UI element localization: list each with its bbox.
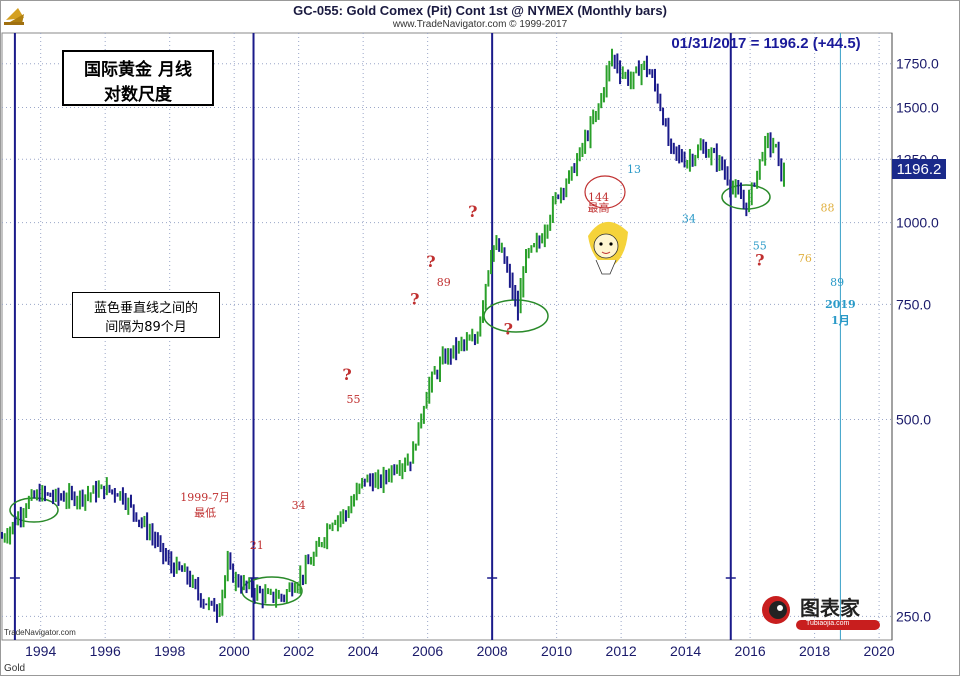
question-mark: ? bbox=[342, 365, 351, 384]
question-mark: ? bbox=[410, 289, 419, 308]
y-tick-label: 500.0 bbox=[896, 411, 931, 427]
cycle-label: 1999-7月 bbox=[180, 491, 230, 504]
last-price-text: 1196.2 bbox=[897, 161, 942, 178]
cycle-label: 34 bbox=[292, 499, 306, 512]
cycle-label: 88 bbox=[821, 202, 835, 215]
cycle-label: 最高 bbox=[588, 201, 610, 215]
cycle-label: 1月 bbox=[831, 314, 850, 327]
tubiaojia-logo: 图表家 Tubiaojia.com bbox=[758, 592, 888, 632]
y-tick-label: 750.0 bbox=[896, 296, 931, 312]
x-tick-label: 1994 bbox=[25, 643, 56, 659]
x-tick-label: 2006 bbox=[412, 643, 443, 659]
cycle-label: 34 bbox=[682, 213, 696, 226]
x-tick-label: 2020 bbox=[864, 643, 895, 659]
x-tick-label: 2000 bbox=[219, 643, 250, 659]
x-tick-label: 2012 bbox=[606, 643, 637, 659]
main-title-box: 国际黄金 月线 对数尺度 bbox=[62, 50, 214, 106]
note-line1: 蓝色垂直线之间的 bbox=[93, 301, 198, 316]
question-mark: ? bbox=[426, 252, 435, 271]
y-tick-label: 1750.0 bbox=[896, 56, 939, 72]
main-title-line2: 对数尺度 bbox=[104, 85, 172, 105]
note-box: 蓝色垂直线之间的 间隔为89个月 bbox=[72, 292, 220, 338]
cycle-label: 13 bbox=[627, 163, 641, 176]
symbol-label: Gold bbox=[4, 663, 25, 674]
question-mark: ? bbox=[468, 202, 477, 221]
x-tick-label: 2016 bbox=[735, 643, 766, 659]
main-title-line1: 国际黄金 月线 bbox=[84, 60, 192, 80]
axis-labels: 1994 1996 1998 2000 2002 2004 2006 2008 2010 2012… bbox=[25, 56, 939, 659]
x-tick-label: 1996 bbox=[90, 643, 121, 659]
x-tick-label: 2014 bbox=[670, 643, 701, 659]
chart-title: GC-055: Gold Comex (Pit) Cont 1st @ NYME… bbox=[293, 3, 667, 18]
x-tick-label: 1998 bbox=[154, 643, 185, 659]
chart-credit: www.TradeNavigator.com © 1999-2017 bbox=[392, 19, 568, 30]
x-tick-label: 2002 bbox=[283, 643, 314, 659]
cartoon-face-icon bbox=[588, 221, 628, 275]
logo-text: 图表家 bbox=[800, 596, 860, 620]
cycle-label: 55 bbox=[753, 239, 767, 252]
cycle-label: 144 bbox=[588, 191, 609, 204]
cycle-label: 最低 bbox=[194, 507, 216, 520]
highlight-ellipse bbox=[584, 175, 626, 209]
source-label: TradeNavigator.com bbox=[4, 628, 76, 637]
cycle-label: 89 bbox=[830, 276, 844, 289]
cycle-label: 55 bbox=[346, 393, 360, 406]
y-tick-label: 1500.0 bbox=[896, 100, 939, 116]
question-mark: ? bbox=[755, 250, 764, 269]
cycle-label: 76 bbox=[798, 252, 812, 265]
x-tick-label: 2018 bbox=[799, 643, 830, 659]
y-tick-label: 1000.0 bbox=[896, 215, 939, 231]
x-tick-label: 2008 bbox=[477, 643, 508, 659]
circle-highlights bbox=[9, 175, 771, 606]
note-line2: 间隔为89个月 bbox=[105, 320, 187, 335]
cycle-label: 21 bbox=[250, 539, 264, 552]
vertical-lines bbox=[9, 33, 841, 640]
x-tick-label: 2004 bbox=[348, 643, 379, 659]
last-price-marker bbox=[892, 159, 946, 179]
cycle-label: 2019 bbox=[825, 298, 856, 311]
tradenavigator-logo-icon bbox=[4, 8, 24, 25]
cycle-label: 89 bbox=[437, 276, 451, 289]
x-tick-label: 2010 bbox=[541, 643, 572, 659]
question-mark: ? bbox=[504, 319, 513, 338]
y-tick-label: 250.0 bbox=[896, 608, 931, 624]
price-bars bbox=[1, 48, 785, 623]
price-readout: 01/31/2017 = 1196.2 (+44.5) bbox=[671, 35, 860, 52]
logo-sub: Tubiaojia.com bbox=[806, 620, 850, 627]
tubiaojia-logo-icon bbox=[762, 596, 880, 630]
